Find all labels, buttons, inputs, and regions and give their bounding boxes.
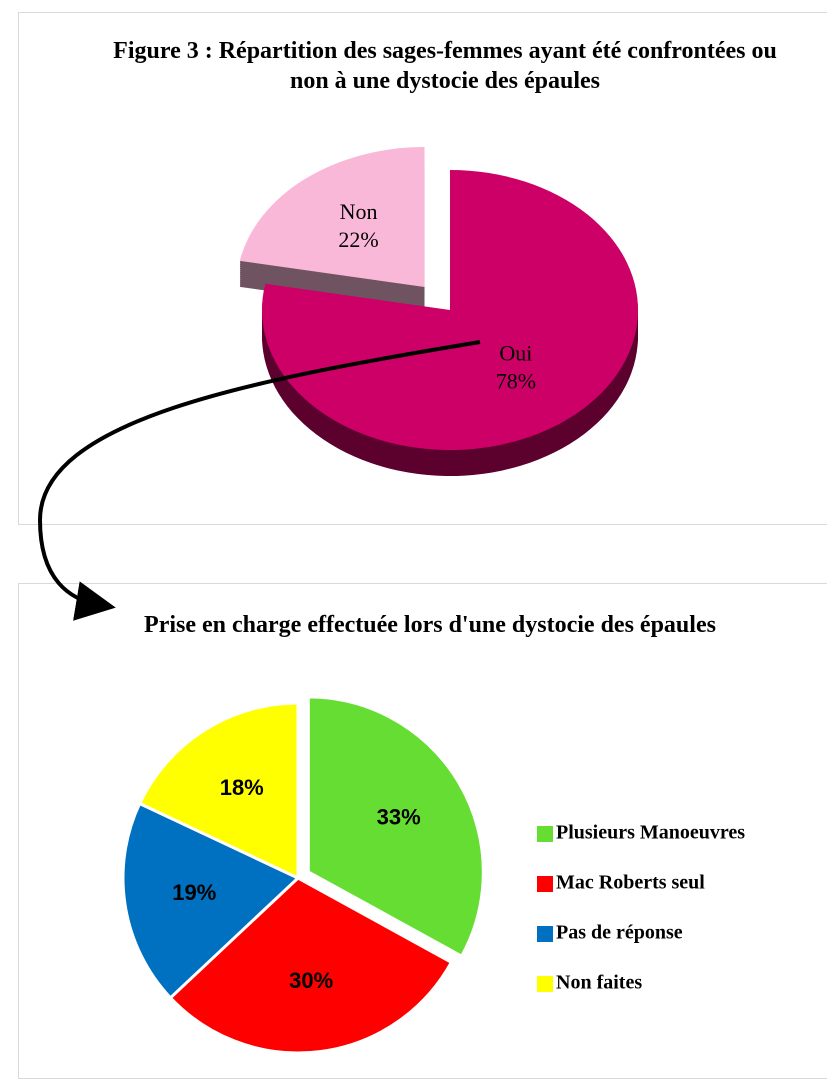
slice	[306, 695, 485, 959]
slice	[168, 876, 454, 1055]
legend-label: Mac Roberts seul	[556, 872, 705, 894]
slice-label: 30%	[289, 968, 333, 993]
legend-label: Non faites	[556, 972, 642, 994]
slice	[137, 701, 300, 881]
chart-title: Prise en charge effectuée lors d'une dys…	[144, 612, 716, 638]
slice-category: Oui	[499, 340, 532, 365]
slice	[239, 147, 425, 288]
chart-title: Figure 3 : Répartition des sages-femmes …	[113, 38, 777, 94]
slice-label: 22%	[338, 227, 378, 252]
slice-label: 78%	[496, 368, 536, 393]
legend-label: Plusieurs Manoeuvres	[556, 822, 745, 844]
pie-chart-1: Oui 78% Non 22%	[239, 147, 638, 476]
legend-swatch	[537, 876, 553, 892]
slice-label: 18%	[220, 775, 264, 800]
slice	[121, 801, 301, 1000]
slice-category: Non	[340, 199, 378, 224]
legend-label: Pas de réponse	[556, 922, 683, 944]
slice-label: 19%	[172, 880, 216, 905]
legend-swatch	[537, 976, 553, 992]
slice-label: 33%	[377, 804, 421, 829]
legend-swatch	[537, 926, 553, 942]
connector-arrow	[37, 340, 481, 621]
pie-chart-2: 33% 30% 19% 18% Plusieurs Manoeuvres Mac Robe…	[121, 695, 745, 1055]
slice	[261, 170, 638, 450]
legend-swatch	[537, 826, 553, 842]
